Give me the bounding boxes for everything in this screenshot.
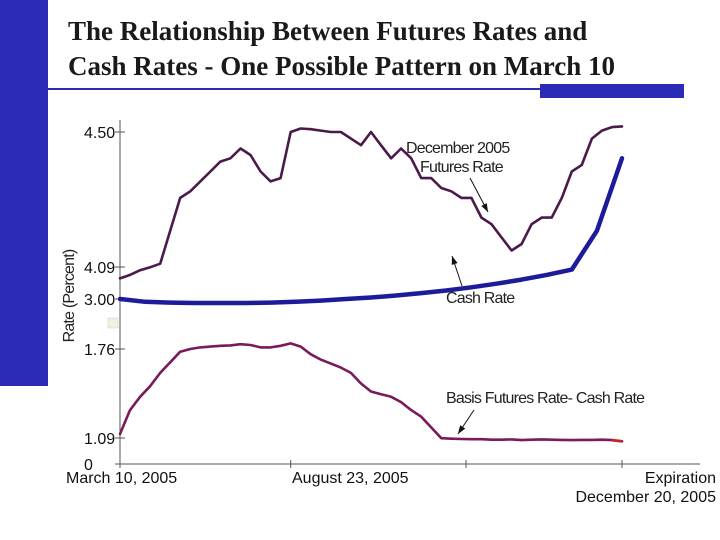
y-tick-label: 4.50 [84, 125, 115, 142]
annotation-futures: Futures Rate [420, 159, 504, 176]
chart-series [107, 125, 625, 443]
annotation-cash: Cash Rate [446, 290, 515, 307]
basis-series-line [118, 342, 624, 443]
page-title: The Relationship Between Futures Rates a… [68, 14, 708, 84]
chart-annotations: December 2005 Futures Rate Cash Rate Basis … [406, 140, 646, 435]
y-axis-ticks: 4.50 4.09 3.00 1.76 1.09 0 [84, 125, 125, 474]
x-tick-label: August 23, 2005 [292, 470, 409, 487]
y-tick-label: 4.09 [84, 260, 115, 277]
title-underline [48, 88, 540, 90]
x-tick-label: December 20, 2005 [575, 489, 716, 506]
title-line-1: The Relationship Between Futures Rates a… [68, 16, 588, 46]
annotation-arrowhead [451, 256, 458, 265]
sidebar-accent-bar [0, 0, 48, 386]
y-tick-label: 0 [84, 457, 93, 474]
cash-series-line [117, 156, 625, 306]
annotation-basis: Basis Futures Rate- Cash Rate [446, 390, 645, 407]
title-accent-block [540, 84, 684, 98]
annotation-arrowhead [458, 425, 466, 434]
chart-axes [119, 120, 700, 465]
x-tick-label: March 10, 2005 [66, 470, 177, 487]
y-tick-label: 1.09 [84, 431, 115, 448]
title-line-2: Cash Rates - One Possible Pattern on Mar… [68, 51, 615, 81]
y-axis-label: Rate (Percent) [61, 249, 78, 342]
annotation-futures: December 2005 [406, 140, 510, 157]
x-axis-ticks: March 10, 2005 August 23, 2005 Expiration D… [66, 460, 716, 506]
basis-series-tail [611, 438, 623, 443]
x-tick-label: Expiration [645, 470, 716, 487]
y-tick-label: 3.00 [84, 292, 115, 309]
start-marker [107, 317, 119, 329]
annotation-arrowhead [481, 203, 488, 212]
futures-series-line [118, 125, 624, 280]
y-tick-label: 1.76 [84, 342, 115, 359]
